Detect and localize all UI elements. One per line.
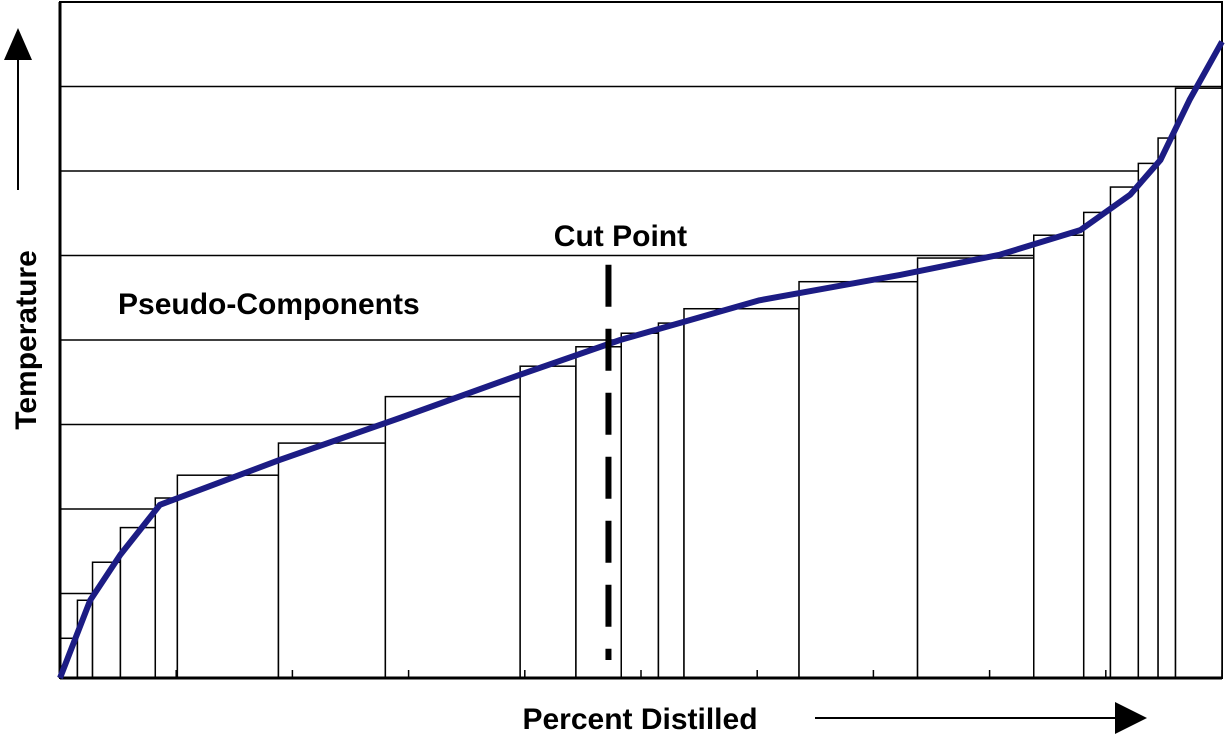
bar <box>657 322 685 679</box>
x-axis-label: Percent Distilled <box>522 703 757 736</box>
distillation-curve <box>57 40 1225 680</box>
bar <box>798 280 919 679</box>
bar <box>1137 162 1159 679</box>
bar <box>683 307 800 679</box>
bar <box>1033 234 1085 679</box>
bar <box>1082 211 1112 679</box>
bar <box>154 497 179 679</box>
y-axis-label: Temperature <box>10 250 43 430</box>
cut-point-label: Cut Point <box>554 220 687 253</box>
bar <box>384 395 521 679</box>
bar <box>620 332 660 679</box>
bar <box>176 474 280 679</box>
bar <box>1174 87 1223 679</box>
bar <box>916 257 1035 679</box>
bar <box>575 346 622 679</box>
bar <box>277 442 387 679</box>
x-arrow-head <box>1115 702 1147 734</box>
bar <box>1157 137 1177 679</box>
annotation: Pseudo-Components <box>118 288 420 321</box>
y-arrow-head <box>4 28 32 60</box>
bar <box>1109 186 1140 679</box>
bar <box>519 365 577 679</box>
bar <box>119 526 157 679</box>
